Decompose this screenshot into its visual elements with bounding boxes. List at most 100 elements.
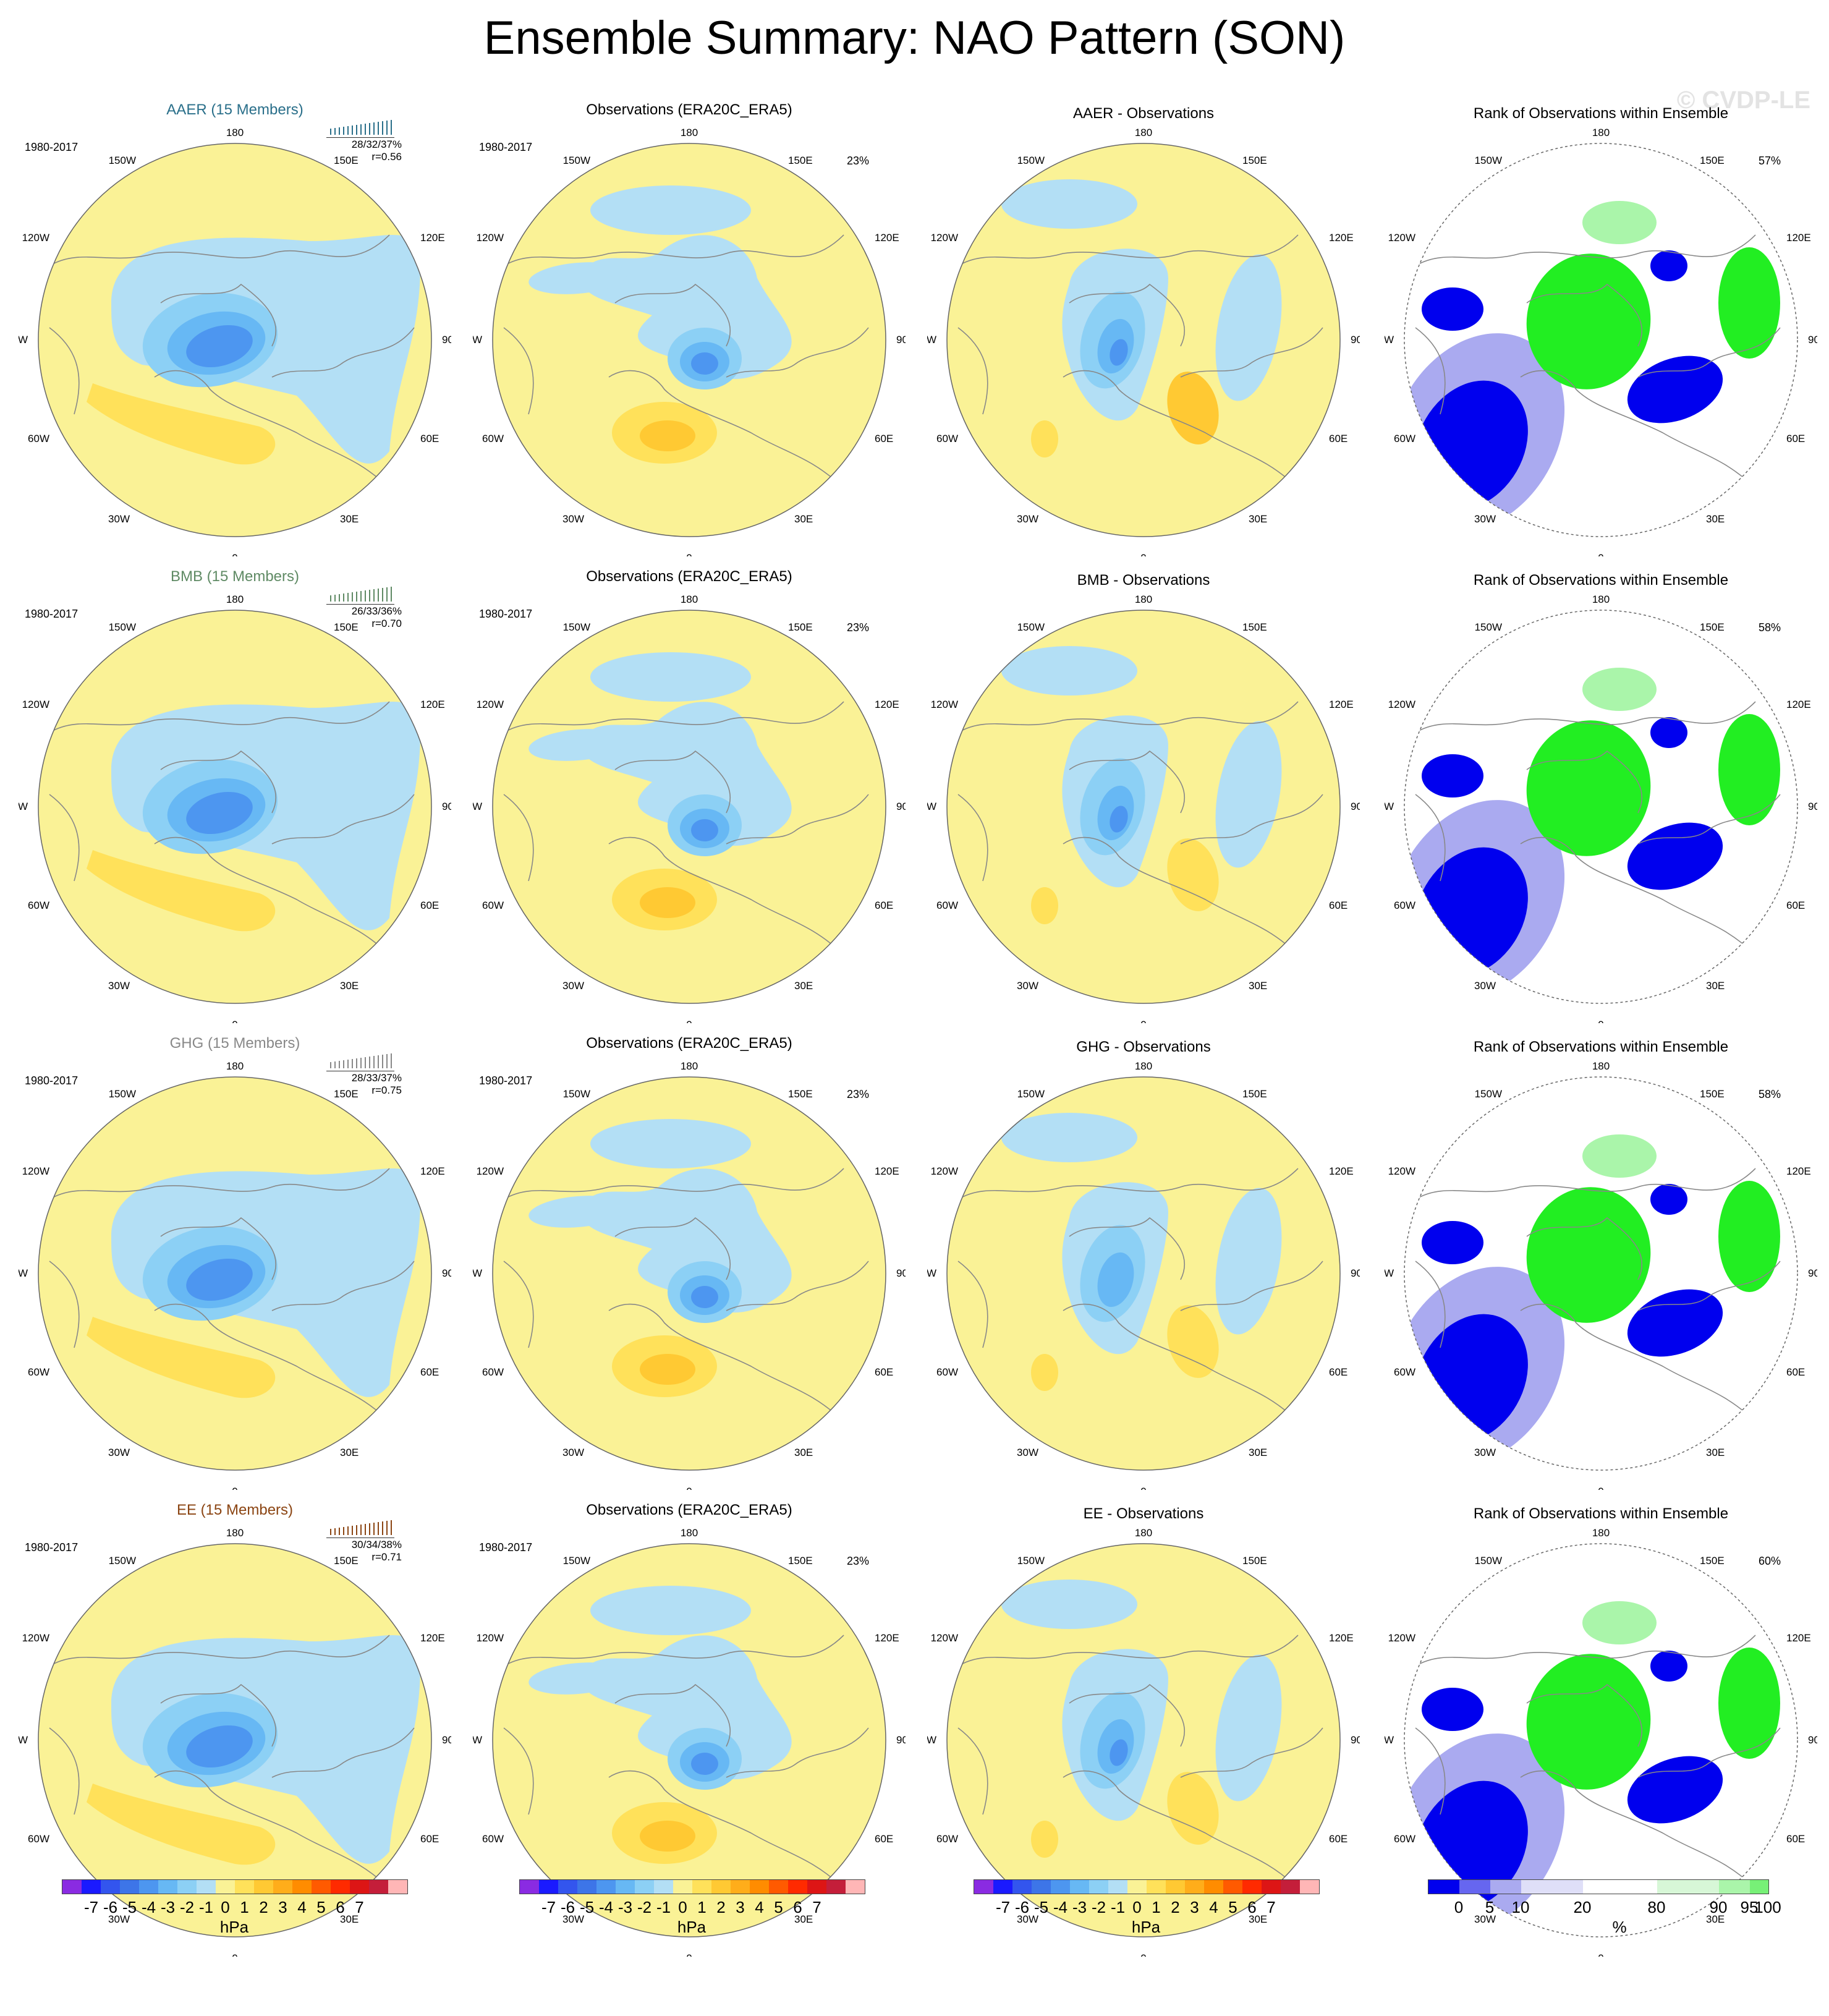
colorbar-tick-label: 3 [278, 1898, 287, 1916]
lon-label-0: 0 [232, 1952, 237, 1957]
coastline-0 [1415, 1635, 1756, 1667]
spread-tick [369, 590, 370, 602]
lon-label-30e: 30E [1706, 980, 1725, 992]
coastline-0 [957, 234, 1299, 266]
coastline-4 [49, 1727, 80, 1815]
coastline-1 [614, 283, 731, 347]
lon-label-60w: 60W [936, 433, 958, 444]
low-contour-3 [186, 1725, 253, 1768]
spread-tick [369, 123, 370, 135]
lon-label-60e: 60E [1329, 1366, 1347, 1378]
colorbar-tick-label: 95 [1740, 1898, 1759, 1916]
spread-tick [356, 592, 357, 602]
diff-panel-row3: GHG - Observations 180 0 150W 150E 120W 120E 90… [927, 1032, 1360, 1490]
coastline-2 [608, 1303, 844, 1423]
colorbar-tick-label: 5 [1228, 1898, 1237, 1916]
high-anomaly-band [87, 850, 276, 932]
lon-label-180: 180 [1592, 1060, 1610, 1072]
colorbar-tick-label: -7 [541, 1898, 556, 1916]
map-boundary-circle [492, 1543, 886, 1937]
obs-map-row1: 180 0 150W 150E 120W 120E 90W 90E 60W 60E 30W 30E [473, 127, 906, 556]
rank-panel-title: Rank of Observations within Ensemble [1473, 105, 1729, 122]
ens-panel-title: AAER (15 Members) [166, 101, 303, 118]
colorbar-swatch [616, 1880, 635, 1894]
lon-label-120e: 120E [420, 1632, 445, 1644]
colorbar-unit-label: hPa [219, 1918, 249, 1936]
colorbar-swatch [197, 1880, 216, 1894]
colorbar-tick-label: -6 [1014, 1898, 1030, 1916]
ens-map-row3: 180 0 150W 150E 120W 120E 90W 90E 60W 60E 30W 30E [19, 1060, 451, 1490]
colorbar-swatch [1032, 1880, 1051, 1894]
colorbar-tick-label: 4 [755, 1898, 764, 1916]
colorbar-swatch [692, 1880, 711, 1894]
ens-panel-title: GHG (15 Members) [169, 1035, 300, 1052]
ens-map-row2: 180 0 150W 150E 120W 120E 90W 90E 60W 60E 30W 30E [19, 593, 451, 1023]
obs-map-row3: 180 0 150W 150E 120W 120E 90W 90E 60W 60E 30W 30E [473, 1060, 906, 1490]
coastline-4 [957, 1261, 988, 1348]
spread-tick [391, 587, 392, 602]
colorbar-swatch [331, 1880, 350, 1894]
coastline-2 [1063, 370, 1299, 489]
coastline-2 [154, 370, 390, 489]
lon-label-150e: 150E [334, 621, 359, 633]
lon-label-60w: 60W [28, 900, 49, 911]
spread-tick [352, 125, 353, 135]
lon-label-90e: 90E [896, 1734, 906, 1746]
spread-tick [360, 1525, 362, 1535]
coastline-4 [49, 1261, 80, 1348]
lon-label-60e: 60E [1329, 900, 1347, 911]
colorbar-tick-label: 90 [1709, 1898, 1728, 1916]
lon-label-90w: 90W [473, 334, 482, 346]
lon-label-180: 180 [1135, 1060, 1152, 1072]
lon-label-120w: 120W [931, 232, 958, 244]
map-boundary-circle [38, 1076, 432, 1471]
lon-label-120w: 120W [22, 1632, 49, 1644]
lon-label-60e: 60E [1786, 900, 1805, 911]
ens-period-label: 1980-2017 [25, 1074, 79, 1087]
coastline-3 [726, 1727, 869, 1778]
lon-label-180: 180 [681, 1060, 698, 1072]
lon-label-0: 0 [232, 1019, 237, 1023]
coastline-1 [614, 1217, 731, 1280]
lon-label-30e: 30E [1706, 1447, 1725, 1458]
colorbar-swatches [974, 1879, 1320, 1894]
lon-label-120e: 120E [420, 699, 445, 710]
lon-label-120e: 120E [1329, 1165, 1354, 1177]
rank-mid-region-pacific [1582, 201, 1657, 244]
colorbar-swatch [596, 1880, 616, 1894]
colorbar-swatch [1070, 1880, 1089, 1894]
coastline-1 [614, 750, 731, 814]
lon-label-0: 0 [1140, 552, 1146, 556]
colorbar-tick-label: 2 [1171, 1898, 1180, 1916]
spread-tick [391, 120, 392, 135]
diff-panel-title: BMB - Observations [1077, 572, 1210, 589]
coastline-1 [1069, 750, 1186, 814]
obs-panel-row3: Observations (ERA20C_ERA5) 180 0 150W 150E 12… [473, 1032, 906, 1490]
lon-label-120w: 120W [1388, 232, 1415, 244]
lon-label-90e: 90E [896, 801, 906, 812]
coastline-3 [1637, 1261, 1781, 1311]
lon-label-0: 0 [686, 1486, 692, 1490]
lon-label-30e: 30E [1249, 513, 1267, 525]
lon-label-30e: 30E [340, 1913, 359, 1925]
colorbar-swatch [1204, 1880, 1223, 1894]
colorbar-swatch [1185, 1880, 1204, 1894]
high-anomaly-2 [640, 887, 695, 918]
coastline-4 [1415, 1727, 1446, 1815]
lon-label-90e: 90E [1808, 1734, 1817, 1746]
coastline-2 [154, 1303, 390, 1423]
spread-tick [347, 1060, 349, 1068]
colorbar-swatch [731, 1880, 750, 1894]
coastline-2 [608, 1770, 844, 1889]
obs-period-label: 1980-2017 [479, 1074, 533, 1087]
colorbar-tick-label: 3 [1190, 1898, 1199, 1916]
lon-label-90w: 90W [927, 801, 936, 812]
coastline-3 [1180, 1261, 1323, 1311]
coastline-3 [726, 327, 869, 378]
map-boundary-circle [1404, 143, 1798, 537]
obs-period-label: 1980-2017 [479, 141, 533, 153]
spread-tick [339, 594, 340, 602]
colorbar-swatch [1657, 1880, 1719, 1894]
lon-label-150e: 150E [334, 1088, 359, 1100]
rank-panel-title: Rank of Observations within Ensemble [1473, 1039, 1729, 1055]
